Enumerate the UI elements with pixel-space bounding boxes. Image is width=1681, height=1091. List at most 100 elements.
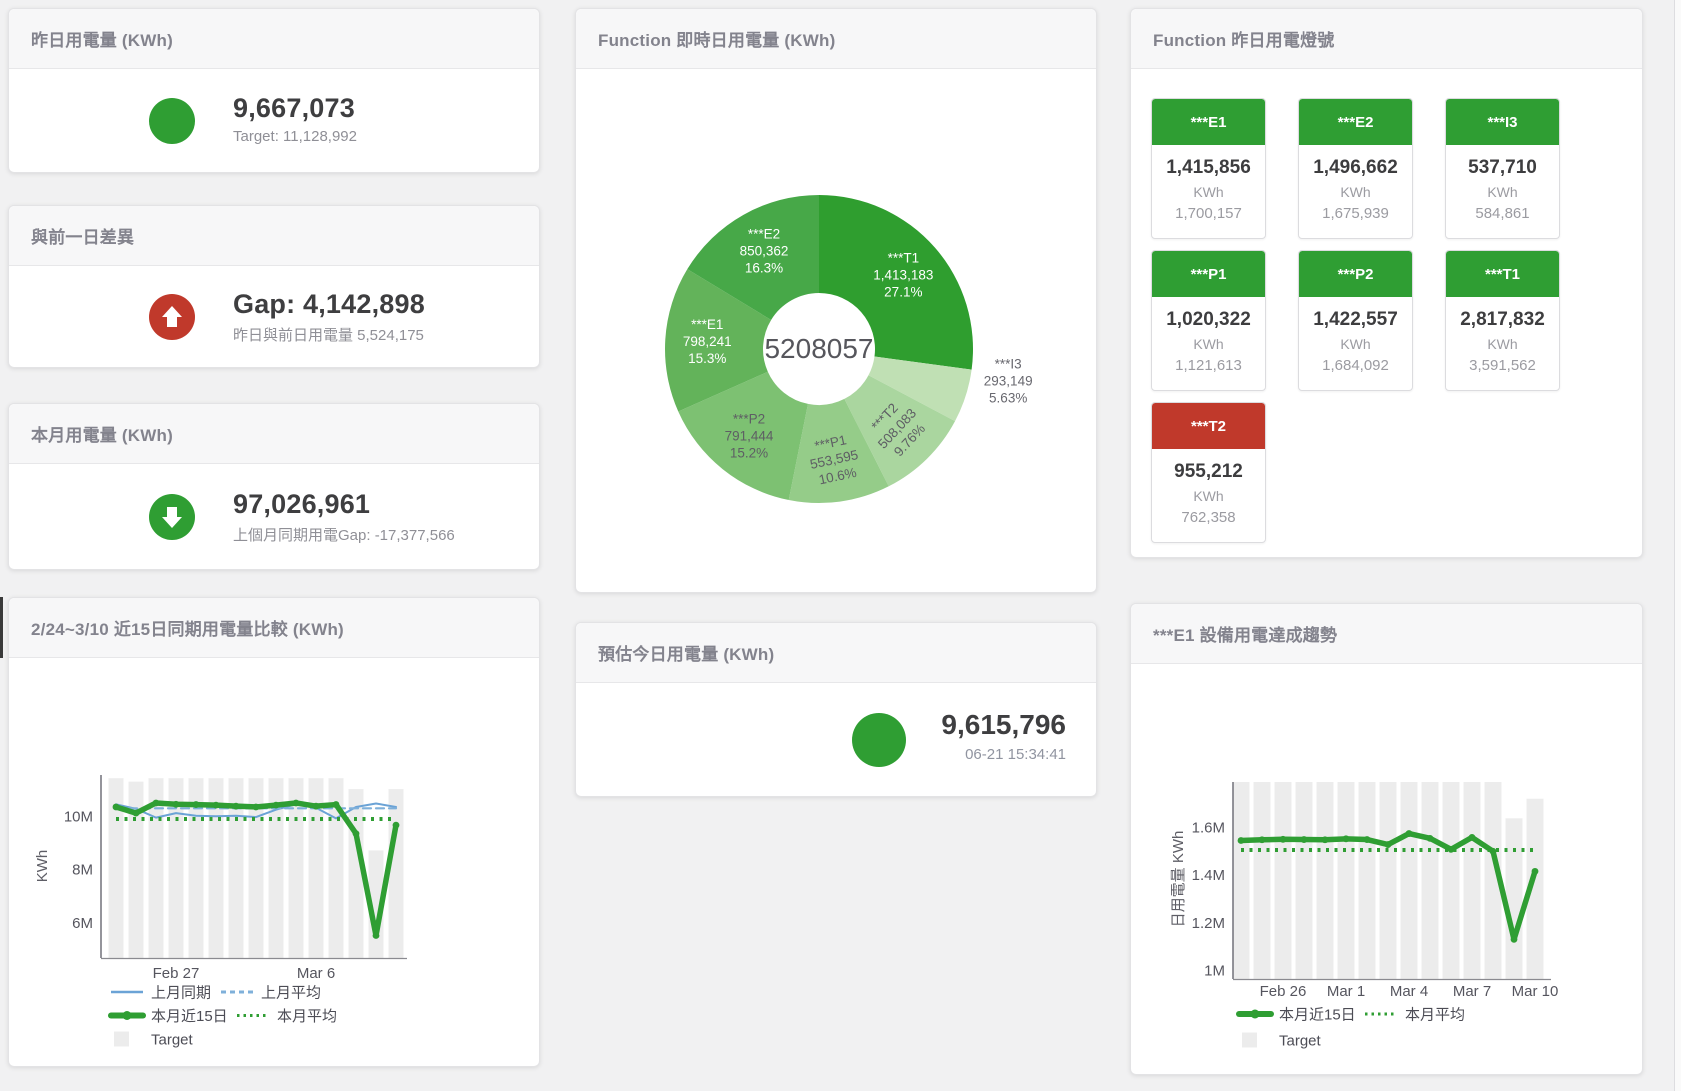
data-point[interactable] [272, 801, 280, 809]
data-point[interactable] [1384, 841, 1392, 848]
target-bar[interactable] [188, 778, 204, 958]
target-bar[interactable] [1442, 782, 1460, 979]
target-bar[interactable] [1379, 782, 1397, 979]
legend-item-本月近15日[interactable]: 本月近15日 [108, 1008, 228, 1025]
tile-body: 1,020,322 KWh 1,121,613 [1152, 309, 1265, 374]
data-point[interactable] [152, 799, 160, 807]
data-point[interactable] [292, 799, 300, 807]
target-bar[interactable] [1526, 798, 1544, 979]
data-point[interactable] [1321, 836, 1329, 844]
green-status-circle-icon [149, 98, 195, 144]
data-point[interactable] [1300, 836, 1308, 843]
tile-status-header: ***T1 [1446, 251, 1559, 297]
y-tick-label: 6M [72, 915, 93, 932]
tile-unit: KWh [1340, 184, 1371, 200]
pie-slice-T2[interactable] [844, 375, 956, 487]
target-bar[interactable] [288, 778, 304, 958]
card-day-gap-header: 與前一日差異 [9, 206, 539, 266]
trend-chart-svg[interactable]: 1M 1.2M 1.4M 1.6M Feb 26 Mar 1 Mar 4 Mar 7 Mar 1… [1131, 664, 1642, 1074]
estimate-value: 9,615,796 [941, 709, 1066, 740]
trend-chart[interactable]: 1M 1.2M 1.4M 1.6M Feb 26 Mar 1 Mar 4 Mar 7 Mar 1… [1131, 664, 1642, 1074]
data-point[interactable] [252, 803, 260, 811]
target-bar[interactable] [388, 789, 404, 958]
scrollbar[interactable] [1674, 0, 1681, 1091]
viewport-edge-artifact [0, 597, 3, 658]
pie-slice-E1[interactable] [665, 269, 772, 412]
data-point[interactable] [1489, 847, 1497, 855]
target-bar[interactable] [1484, 782, 1502, 979]
tile-target: 1,700,157 [1175, 205, 1242, 222]
series-line-上月同期[interactable] [115, 802, 397, 820]
target-bar[interactable] [1232, 782, 1250, 979]
data-point[interactable] [1426, 834, 1434, 842]
data-point[interactable] [312, 802, 320, 810]
legend-item-本月平均[interactable]: 本月平均 [1365, 1007, 1465, 1024]
pie-slice-T1[interactable] [819, 195, 973, 370]
target-bar[interactable] [1505, 818, 1523, 979]
target-bar[interactable] [308, 778, 324, 958]
data-point[interactable] [372, 932, 380, 939]
data-point[interactable] [1258, 836, 1266, 844]
target-bar[interactable] [268, 778, 284, 958]
tile-unit: KWh [1340, 336, 1371, 352]
realtime-pie-chart[interactable]: ***T1 1,413,183 27.1% ***I3 293,149 5.63% ***T… [576, 69, 1096, 592]
realtime-pie-svg[interactable]: ***T1 1,413,183 27.1%***I3 293,149 5.63%***T… [576, 69, 1096, 593]
data-point[interactable] [1531, 867, 1539, 875]
data-point[interactable] [1405, 830, 1413, 837]
data-point[interactable] [1237, 837, 1245, 844]
target-bar[interactable] [1295, 782, 1313, 979]
target-bar[interactable] [128, 781, 144, 958]
legend-label: 本月近15日 [1279, 1007, 1356, 1024]
target-bar[interactable] [1253, 782, 1271, 979]
target-bar[interactable] [148, 778, 164, 958]
card-lights-title: Function 昨日用電燈號 [1153, 31, 1335, 50]
pie-center-total: 5208057 [764, 333, 873, 364]
target-bar[interactable] [1400, 782, 1418, 979]
target-bar[interactable] [328, 778, 344, 958]
legend-item-上月平均[interactable]: 上月平均 [221, 985, 321, 1002]
target-bar[interactable] [1316, 782, 1334, 979]
data-point[interactable] [172, 800, 180, 808]
target-bar[interactable] [168, 778, 184, 958]
data-point[interactable] [332, 801, 340, 808]
target-bar[interactable] [1358, 782, 1376, 979]
pie-slice-I3[interactable] [868, 356, 972, 422]
legend-item-Target[interactable]: Target [1242, 1032, 1322, 1050]
compare-chart[interactable]: 6M 8M 10M Feb 27 Mar 6 KWh 上月同期 上月平均 本月近15日 本月平均 T… [9, 658, 539, 1066]
target-bar[interactable] [248, 778, 264, 958]
yesterday-usage-value: 9,667,073 [233, 93, 355, 123]
data-point[interactable] [192, 801, 200, 808]
data-point[interactable] [1279, 835, 1287, 843]
y-tick-label: 1M [1204, 963, 1225, 980]
pie-slice-P2[interactable] [678, 371, 808, 500]
data-point[interactable] [1468, 833, 1476, 841]
data-point[interactable] [112, 803, 120, 811]
legend-item-上月同期[interactable]: 上月同期 [111, 985, 211, 1002]
data-point[interactable] [1342, 835, 1350, 843]
data-point[interactable] [1510, 935, 1518, 943]
target-bar[interactable] [228, 778, 244, 958]
target-bar[interactable] [368, 850, 384, 958]
legend-item-本月近15日[interactable]: 本月近15日 [1236, 1007, 1356, 1024]
data-point[interactable] [1363, 836, 1371, 843]
pie-slice-E2[interactable] [687, 195, 819, 320]
tile-value: 1,020,322 [1166, 309, 1251, 330]
data-point[interactable] [232, 802, 240, 810]
target-bar[interactable] [1463, 782, 1481, 979]
data-point[interactable] [212, 801, 220, 809]
target-bar[interactable] [108, 778, 124, 958]
data-point[interactable] [392, 821, 400, 829]
target-bar[interactable] [1421, 782, 1439, 979]
target-bar[interactable] [1274, 782, 1292, 979]
target-bar[interactable] [208, 778, 224, 958]
target-bar[interactable] [1337, 782, 1355, 979]
data-point[interactable] [1447, 845, 1455, 853]
legend-item-本月平均[interactable]: 本月平均 [237, 1008, 337, 1025]
data-point[interactable] [132, 809, 140, 817]
legend-item-Target[interactable]: Target [114, 1031, 194, 1049]
data-point[interactable] [352, 830, 360, 838]
legend-label: Target [1279, 1033, 1322, 1050]
kpi-text-block: Gap: 4,142,898 昨日與前日用電量 5,524,175 [233, 289, 425, 345]
pie-slice-P1[interactable] [788, 398, 889, 503]
